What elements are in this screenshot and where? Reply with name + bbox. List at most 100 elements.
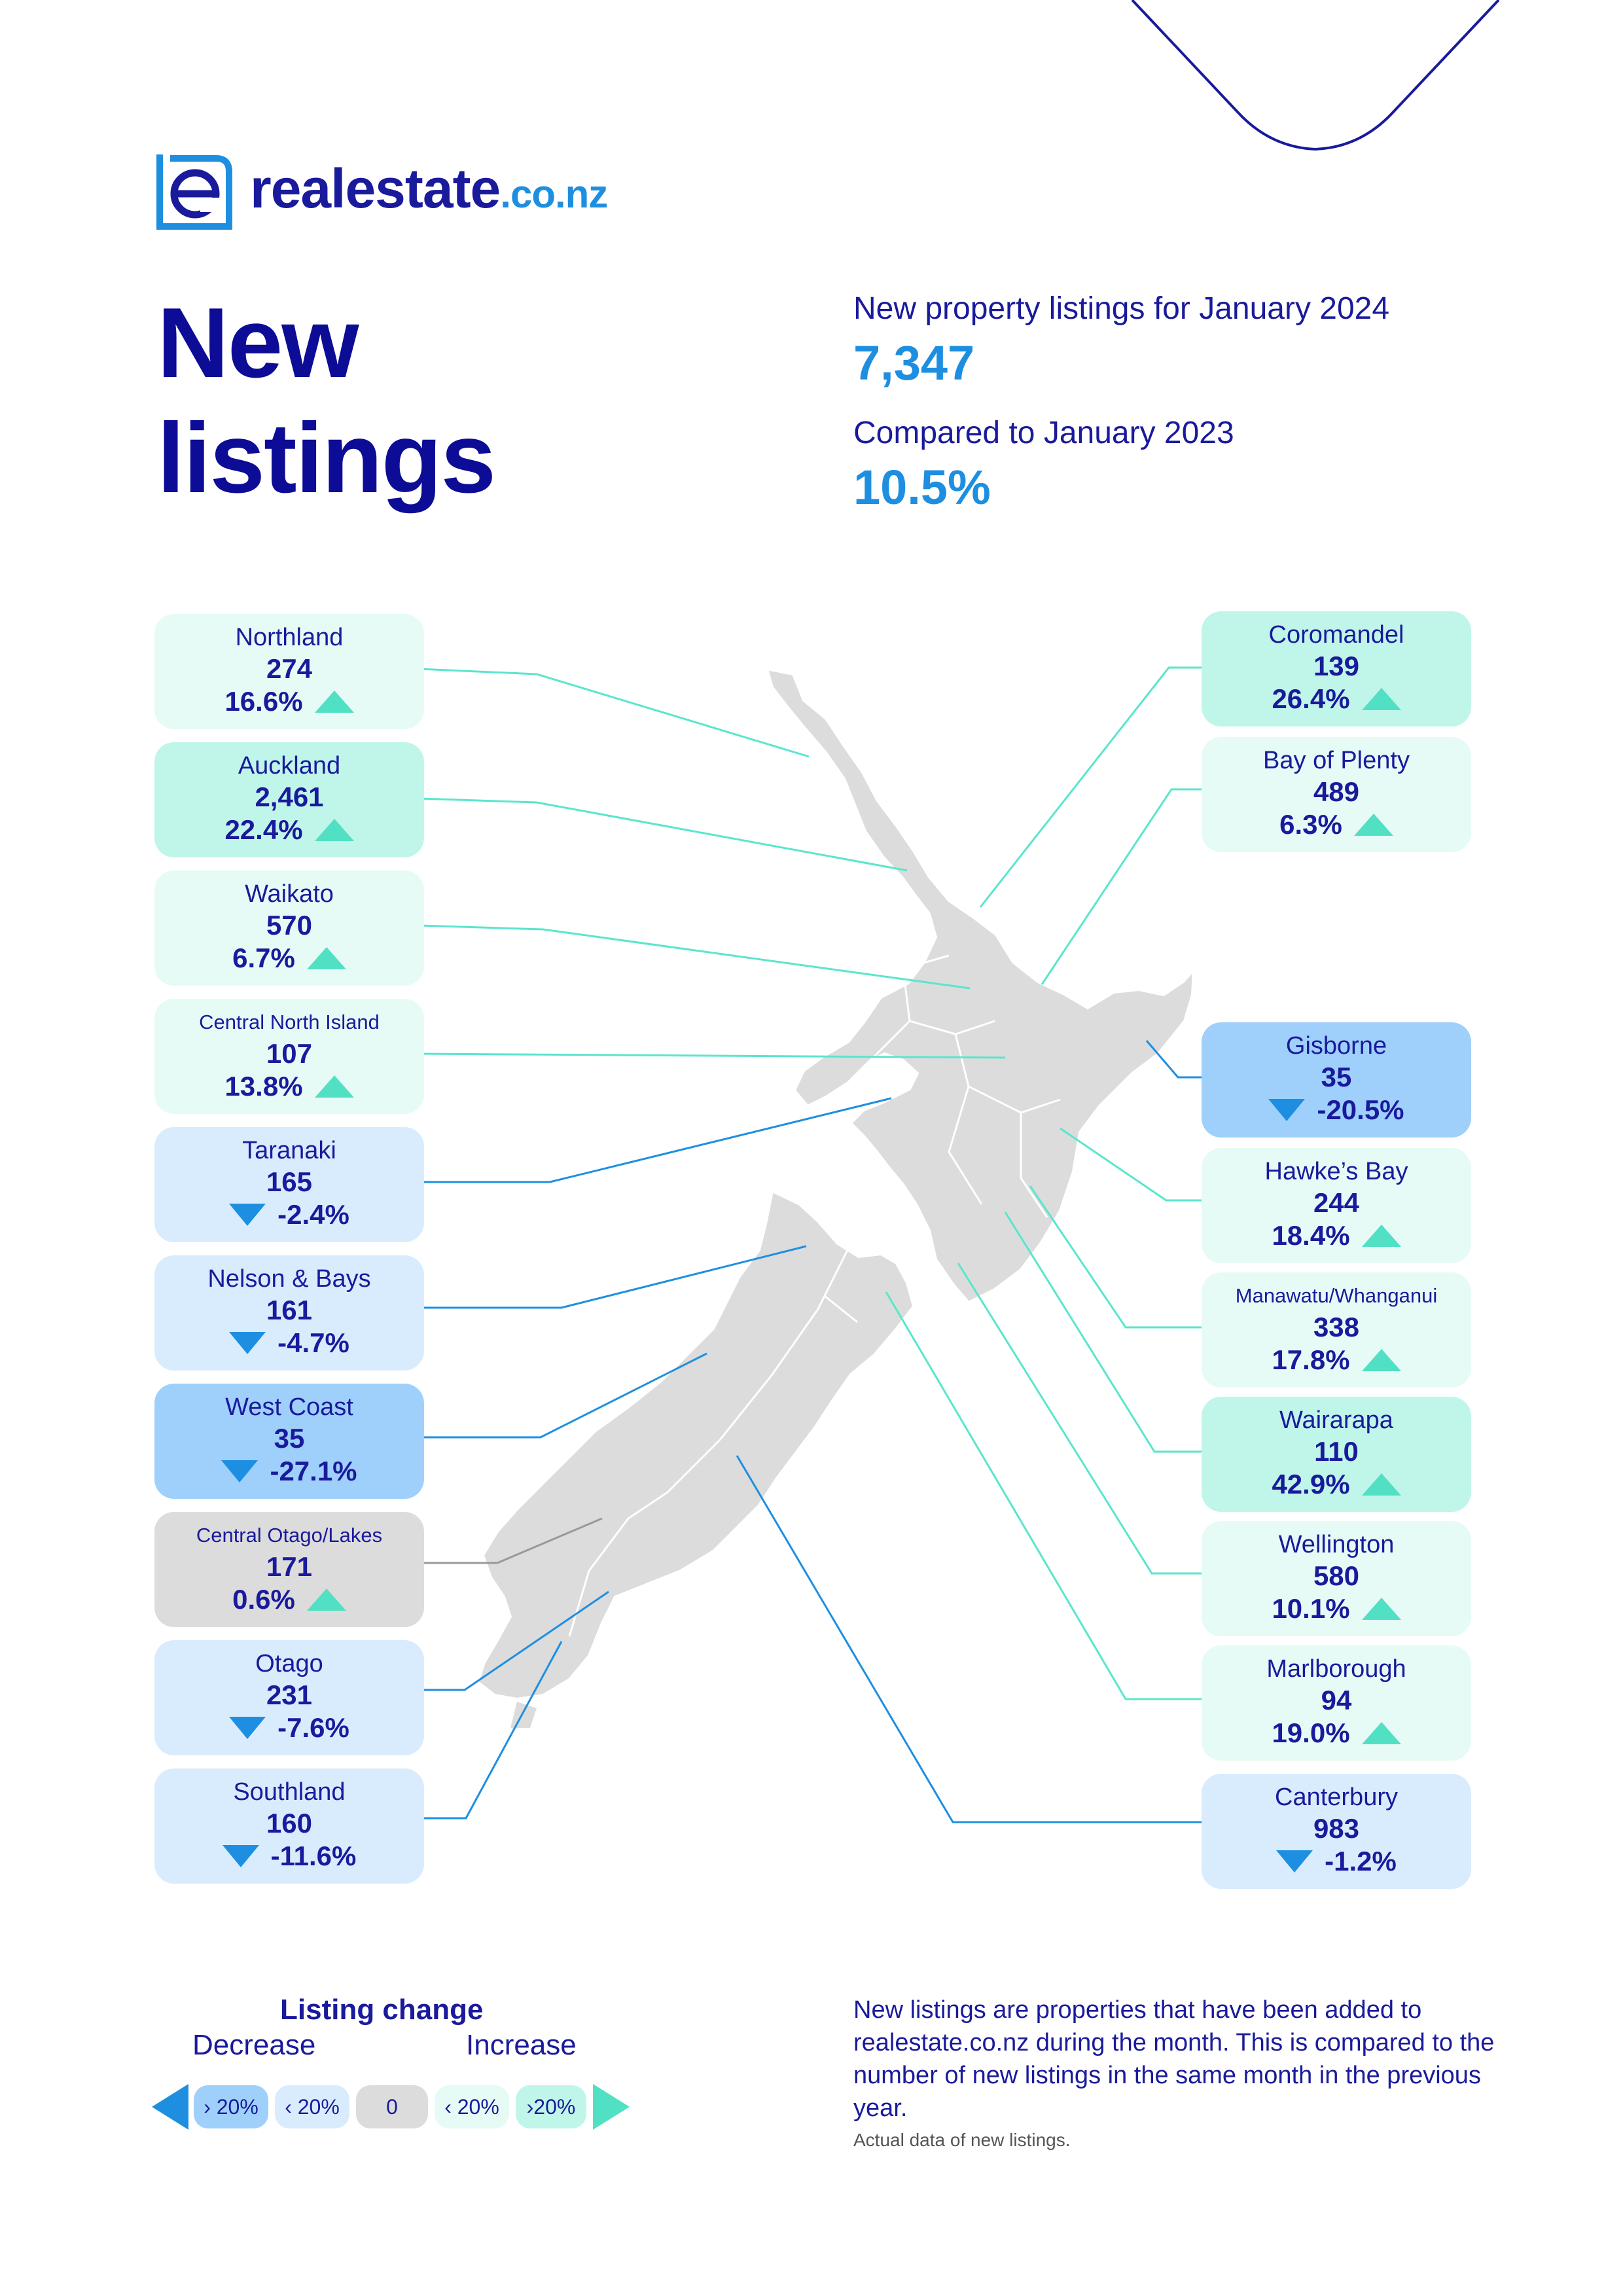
stewart-island-shape bbox=[510, 1702, 537, 1728]
region-card-wellington: Wellington 580 10.1% bbox=[1202, 1521, 1471, 1636]
increase-arrow-icon bbox=[1353, 814, 1393, 836]
region-card-central-north-island: Central North Island 107 13.8% bbox=[154, 999, 424, 1114]
region-count: 983 bbox=[1313, 1813, 1360, 1844]
region-change: -11.6% bbox=[270, 1840, 357, 1871]
region-change: 19.0% bbox=[1272, 1717, 1350, 1748]
region-change: 0.6% bbox=[232, 1584, 295, 1615]
summary-value-listings: 7,347 bbox=[853, 336, 975, 390]
connector-otago bbox=[419, 1590, 609, 1691]
decrease-arrow-icon bbox=[229, 1204, 266, 1226]
region-change: 6.3% bbox=[1279, 809, 1342, 840]
region-card-hawkes-bay: Hawke’s Bay 244 18.4% bbox=[1202, 1148, 1471, 1263]
south-island-shape bbox=[476, 1189, 916, 1701]
legend-increase-label: Increase bbox=[466, 2029, 577, 2061]
summary-value-change: 10.5% bbox=[853, 460, 991, 514]
connector-manawatu-whanganui bbox=[1029, 1185, 1202, 1329]
region-name: Canterbury bbox=[1275, 1784, 1398, 1811]
region-name: Wellington bbox=[1278, 1531, 1395, 1558]
region-count: 160 bbox=[266, 1808, 313, 1839]
region-name: Southland bbox=[233, 1778, 346, 1806]
region-name: Otago bbox=[255, 1650, 323, 1677]
region-count: 231 bbox=[266, 1679, 313, 1710]
region-change: 16.6% bbox=[224, 686, 303, 717]
region-card-taranaki: Taranaki 165 -2.4% bbox=[154, 1127, 424, 1242]
increase-arrow-icon bbox=[1361, 1473, 1401, 1496]
legend-chip-small-decrease: ‹ 20% bbox=[275, 2085, 349, 2128]
connector-bay-of-plenty bbox=[1041, 788, 1202, 985]
connector-west-coast bbox=[419, 1352, 707, 1439]
region-count: 110 bbox=[1314, 1436, 1359, 1467]
region-count: 580 bbox=[1313, 1560, 1360, 1591]
region-name: Hawke’s Bay bbox=[1264, 1158, 1408, 1185]
realestate-logo-icon bbox=[156, 154, 232, 230]
region-change: 10.1% bbox=[1272, 1593, 1350, 1624]
region-card-southland: Southland 160 -11.6% bbox=[154, 1768, 424, 1884]
region-change: 18.4% bbox=[1272, 1220, 1350, 1251]
corner-decoration bbox=[1131, 0, 1500, 151]
brand-name: realestate.co.nz bbox=[250, 158, 608, 219]
region-card-canterbury: Canterbury 983 -1.2% bbox=[1202, 1774, 1471, 1889]
region-count: 161 bbox=[266, 1295, 313, 1325]
region-change: -2.4% bbox=[277, 1199, 349, 1230]
legend-chip-large-increase: ›20% bbox=[516, 2085, 586, 2128]
summary-label-listings: New property listings for January 2024 bbox=[853, 291, 1390, 326]
region-card-otago: Otago 231 -7.6% bbox=[154, 1640, 424, 1755]
region-card-marlborough: Marlborough 94 19.0% bbox=[1202, 1645, 1471, 1761]
legend-chip-large-decrease: › 20% bbox=[194, 2085, 268, 2128]
region-count: 489 bbox=[1313, 776, 1360, 807]
region-card-northland: Northland 274 16.6% bbox=[154, 614, 424, 729]
region-name: Wairarapa bbox=[1279, 1407, 1393, 1434]
region-name: Manawatu/Whanganui bbox=[1235, 1284, 1438, 1307]
increase-arrow-icon bbox=[314, 819, 354, 841]
region-name: Coromandel bbox=[1268, 621, 1404, 649]
region-count: 165 bbox=[266, 1166, 313, 1197]
decrease-arrow-icon bbox=[1268, 1099, 1306, 1121]
connector-auckland bbox=[418, 797, 908, 872]
increase-arrow-icon bbox=[314, 1075, 354, 1098]
region-name: Bay of Plenty bbox=[1263, 747, 1410, 774]
region-count: 2,461 bbox=[255, 781, 324, 812]
connector-marlborough bbox=[885, 1291, 1202, 1700]
connector-southland bbox=[419, 1641, 563, 1820]
region-change: 42.9% bbox=[1272, 1469, 1350, 1499]
legend-chip-small-increase: ‹ 20% bbox=[435, 2085, 509, 2128]
increase-arrow-icon bbox=[314, 691, 354, 713]
increase-arrow-icon bbox=[306, 947, 346, 969]
connector-wellington bbox=[957, 1263, 1202, 1575]
region-name: Taranaki bbox=[242, 1137, 336, 1164]
decrease-arrow-icon bbox=[222, 1845, 259, 1867]
increase-arrow-icon bbox=[1361, 688, 1401, 710]
legend-title: Listing change bbox=[280, 1994, 484, 2026]
region-card-bay-of-plenty: Bay of Plenty 489 6.3% bbox=[1202, 737, 1471, 852]
region-name: Waikato bbox=[245, 880, 334, 908]
increase-arrow-icon bbox=[306, 1588, 346, 1611]
region-change: -4.7% bbox=[277, 1327, 349, 1358]
region-change: 26.4% bbox=[1272, 683, 1350, 714]
connector-hawkes-bay bbox=[1060, 1127, 1202, 1202]
region-change: -27.1% bbox=[270, 1456, 357, 1486]
region-card-west-coast: West Coast 35 -27.1% bbox=[154, 1384, 424, 1499]
region-count: 338 bbox=[1313, 1312, 1360, 1342]
north-island-shape bbox=[765, 667, 1196, 1304]
region-count: 171 bbox=[266, 1551, 313, 1582]
region-change: 17.8% bbox=[1272, 1344, 1350, 1375]
legend-decrease-label: Decrease bbox=[192, 2029, 316, 2061]
region-name: Northland bbox=[235, 624, 344, 651]
region-name: West Coast bbox=[225, 1393, 353, 1421]
region-count: 94 bbox=[1321, 1685, 1352, 1715]
decrease-arrow-icon bbox=[221, 1460, 259, 1482]
region-name: Central North Island bbox=[199, 1011, 380, 1033]
region-count: 35 bbox=[274, 1423, 305, 1454]
connector-central-north-island bbox=[418, 1052, 1006, 1059]
footnote: Actual data of new listings. bbox=[853, 2130, 1071, 2150]
region-name: Auckland bbox=[238, 752, 341, 780]
increase-arrow-icon bbox=[593, 2084, 630, 2130]
region-count: 244 bbox=[1313, 1187, 1360, 1218]
region-count: 570 bbox=[266, 910, 313, 941]
region-card-waikato: Waikato 570 6.7% bbox=[154, 870, 424, 986]
region-count: 139 bbox=[1313, 651, 1360, 681]
region-change: 22.4% bbox=[224, 814, 303, 845]
region-boundaries bbox=[568, 941, 1061, 1637]
explanatory-note: New listings are properties that have be… bbox=[853, 1996, 1495, 2122]
